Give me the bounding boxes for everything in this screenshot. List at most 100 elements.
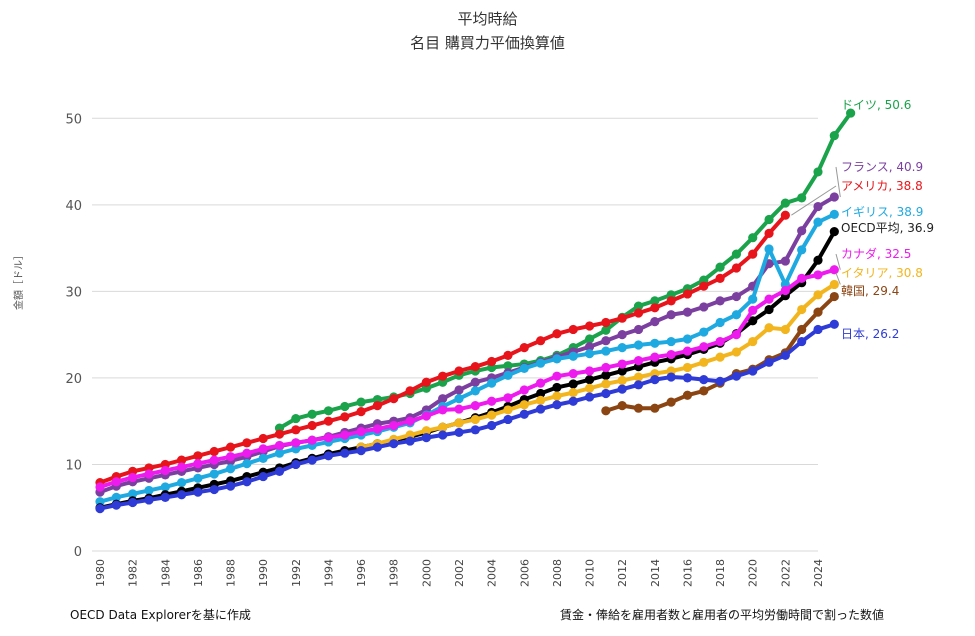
data-point	[601, 406, 611, 416]
data-point	[193, 458, 203, 469]
data-point	[421, 426, 431, 436]
x-tick-label: 2010	[584, 559, 597, 587]
data-point	[780, 198, 790, 208]
y-tick-label: 50	[65, 112, 82, 127]
data-point	[633, 340, 644, 350]
data-point	[764, 214, 774, 225]
data-point	[650, 352, 660, 362]
data-point	[519, 400, 529, 410]
data-point	[584, 383, 595, 393]
data-point	[601, 379, 611, 389]
data-point	[699, 327, 709, 337]
data-point	[519, 363, 529, 373]
data-point	[438, 405, 448, 415]
data-point	[421, 411, 431, 421]
data-point	[552, 354, 562, 364]
x-tick-label: 1986	[192, 559, 205, 587]
data-point	[797, 193, 807, 203]
x-tick-label: 1992	[290, 559, 303, 587]
data-point	[176, 478, 187, 488]
data-point	[389, 439, 399, 449]
x-tick-label: 2004	[486, 559, 499, 587]
data-point	[323, 433, 334, 443]
data-point	[764, 294, 774, 304]
data-point	[682, 307, 693, 317]
data-point	[829, 209, 839, 219]
data-point	[242, 448, 252, 458]
data-point	[731, 291, 742, 302]
x-tick-label: 2022	[779, 559, 792, 587]
x-tick-label: 2018	[714, 559, 727, 587]
source-note: OECD Data Explorerを基に作成	[70, 608, 251, 622]
data-point	[682, 289, 693, 299]
data-point	[584, 375, 595, 385]
data-point	[372, 401, 383, 411]
data-point	[128, 497, 138, 508]
data-point	[111, 492, 121, 502]
leader-line	[791, 185, 837, 216]
data-point	[291, 413, 301, 424]
data-point	[813, 270, 823, 280]
data-point	[258, 453, 268, 463]
data-point	[128, 472, 138, 483]
data-point	[780, 324, 790, 335]
data-point	[535, 358, 546, 368]
data-point	[487, 396, 497, 406]
series-line-2	[99, 213, 787, 485]
data-point	[846, 108, 856, 118]
data-point	[470, 401, 480, 411]
data-point	[650, 338, 660, 348]
x-tick-label: 1998	[388, 559, 401, 587]
data-point	[813, 290, 823, 300]
x-tick-label: 2006	[518, 559, 531, 587]
data-point	[797, 226, 807, 236]
data-point	[291, 438, 301, 448]
data-point	[176, 490, 187, 500]
data-point	[568, 379, 578, 389]
data-point	[111, 500, 121, 510]
chart-subtitle: 名目 購買力平価換算値	[410, 34, 565, 52]
data-point	[340, 448, 350, 458]
data-point	[144, 469, 154, 479]
data-point	[209, 446, 219, 457]
data-point	[715, 376, 725, 386]
x-tick-label: 1994	[322, 559, 335, 587]
data-point	[535, 388, 546, 399]
data-point	[209, 484, 219, 495]
data-point	[552, 371, 562, 381]
data-point	[323, 416, 334, 426]
series-label: OECD平均, 36.9	[841, 221, 934, 235]
data-point	[128, 489, 138, 499]
data-point	[274, 448, 285, 458]
data-point	[274, 429, 285, 439]
y-tick-label: 20	[65, 372, 82, 387]
data-point	[715, 317, 725, 328]
data-point	[699, 281, 709, 291]
data-point	[487, 420, 497, 431]
series-label: ドイツ, 50.6	[841, 98, 911, 112]
data-point	[682, 390, 693, 400]
data-point	[731, 263, 742, 273]
data-point	[601, 346, 611, 356]
data-point	[797, 273, 807, 283]
data-point	[242, 438, 252, 448]
x-tick-label: 2008	[551, 559, 564, 587]
data-point	[699, 342, 709, 352]
data-point	[666, 310, 676, 320]
leader-line	[835, 253, 841, 270]
data-point	[748, 233, 758, 243]
data-point	[584, 349, 595, 359]
data-point	[829, 291, 839, 302]
data-point	[748, 336, 758, 347]
data-point	[699, 386, 709, 396]
data-point	[829, 265, 839, 275]
series-label: 韓国, 29.4	[841, 284, 899, 298]
data-point	[584, 334, 595, 344]
data-point	[584, 342, 595, 352]
data-point	[780, 210, 790, 220]
data-point	[797, 324, 807, 335]
data-point	[764, 304, 774, 315]
series-line-8	[99, 322, 835, 511]
data-point	[438, 422, 448, 432]
